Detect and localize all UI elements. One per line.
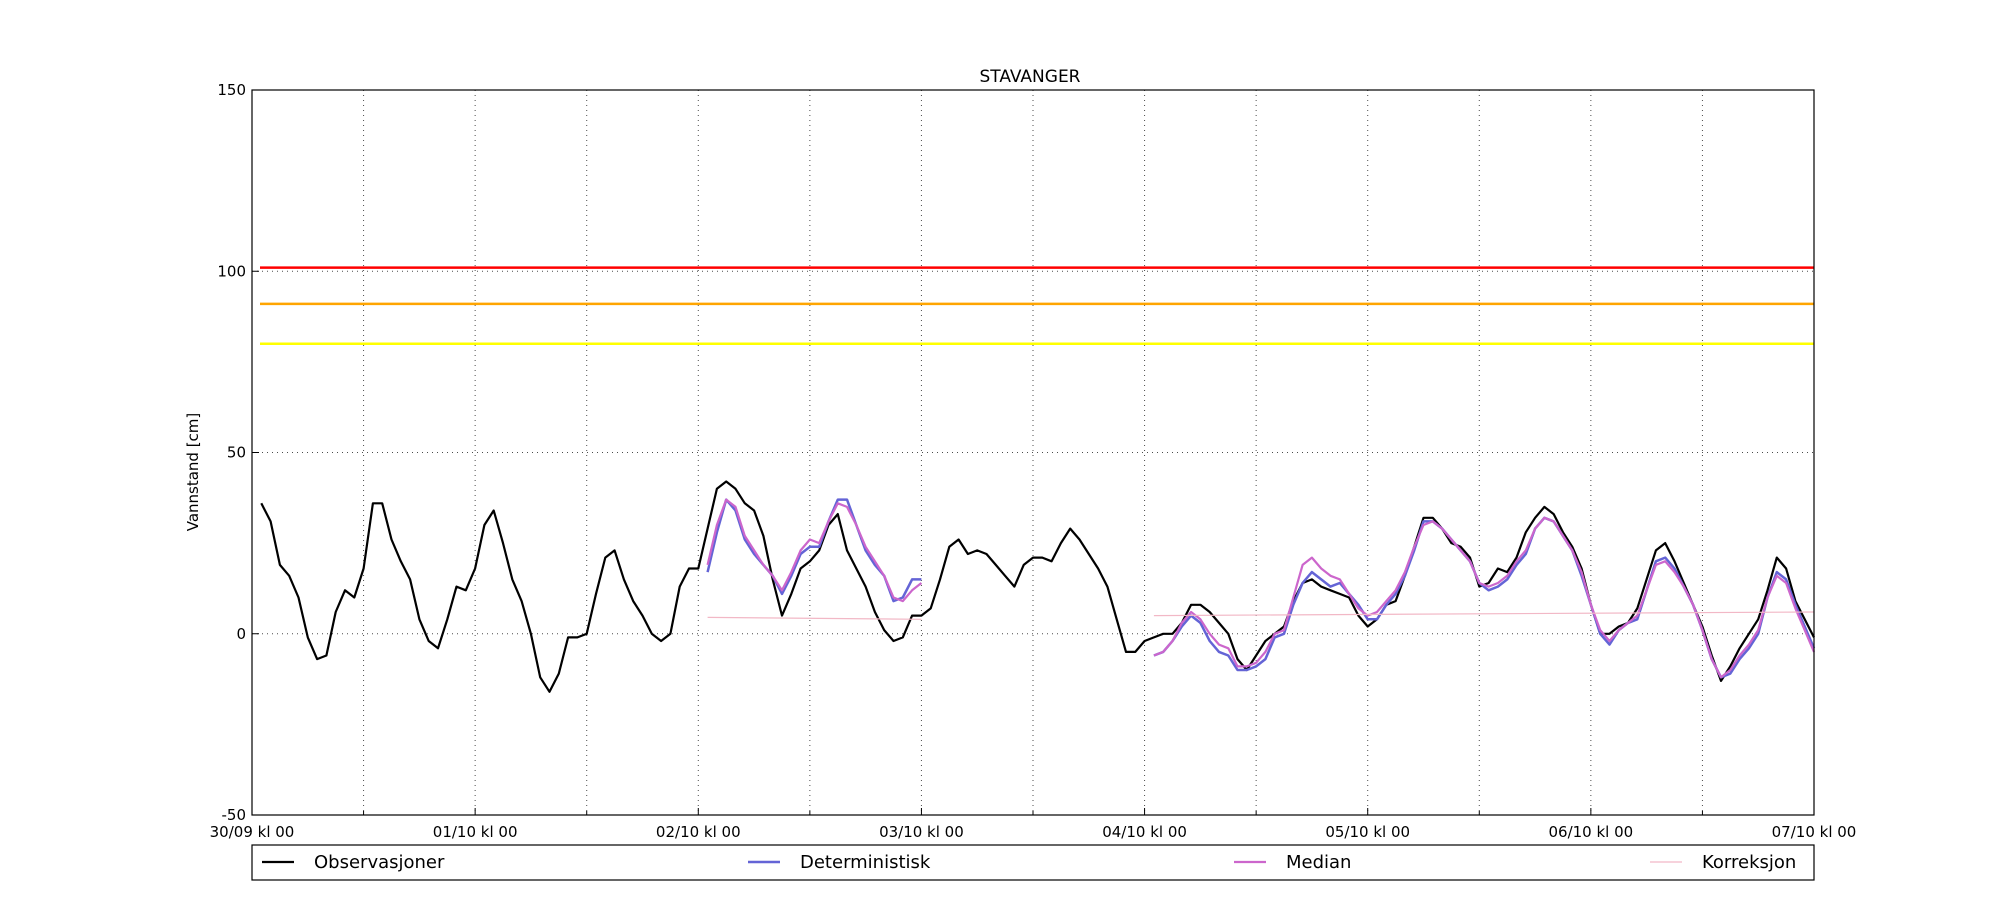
y-axis-label: Vannstand [cm] — [184, 413, 202, 532]
y-tick-label: -50 — [222, 806, 247, 824]
legend: Observasjoner Deterministisk Median Korreks… — [251, 844, 1815, 881]
series-line — [260, 480, 1815, 693]
legend-box — [251, 844, 1815, 881]
x-tick-label: 05/10 kl 00 — [1325, 823, 1410, 841]
legend-label: Observasjoner — [314, 852, 445, 873]
axis-ticks: -50 0 50 100 150 30/09 kl 00 01/10 kl 00 02/10 … — [210, 81, 1857, 841]
x-tick-label: 06/10 kl 00 — [1548, 823, 1633, 841]
legend-label: Korreksjon — [1702, 852, 1796, 873]
x-tick-label: 01/10 kl 00 — [433, 823, 518, 841]
series-line — [1153, 516, 1816, 679]
chart-title: STAVANGER — [979, 67, 1080, 87]
series-lines — [260, 480, 1816, 693]
grid-lines — [252, 90, 1814, 815]
series-line — [1153, 516, 1816, 679]
legend-label: Deterministisk — [800, 852, 931, 873]
series-line — [1153, 611, 1815, 617]
legend-label: Median — [1286, 852, 1351, 873]
y-tick-label: 0 — [236, 625, 246, 643]
series-line — [706, 498, 923, 603]
y-tick-label: 50 — [227, 444, 246, 462]
y-tick-label: 150 — [217, 81, 246, 99]
series-line — [707, 616, 922, 620]
threshold-lines — [260, 266, 1814, 345]
x-tick-label: 03/10 kl 00 — [879, 823, 964, 841]
y-tick-label: 100 — [217, 262, 246, 280]
x-tick-label: 02/10 kl 00 — [656, 823, 741, 841]
x-tick-label: 30/09 kl 00 — [210, 823, 295, 841]
x-tick-label: 07/10 kl 00 — [1772, 823, 1857, 841]
x-tick-label: 04/10 kl 00 — [1102, 823, 1187, 841]
